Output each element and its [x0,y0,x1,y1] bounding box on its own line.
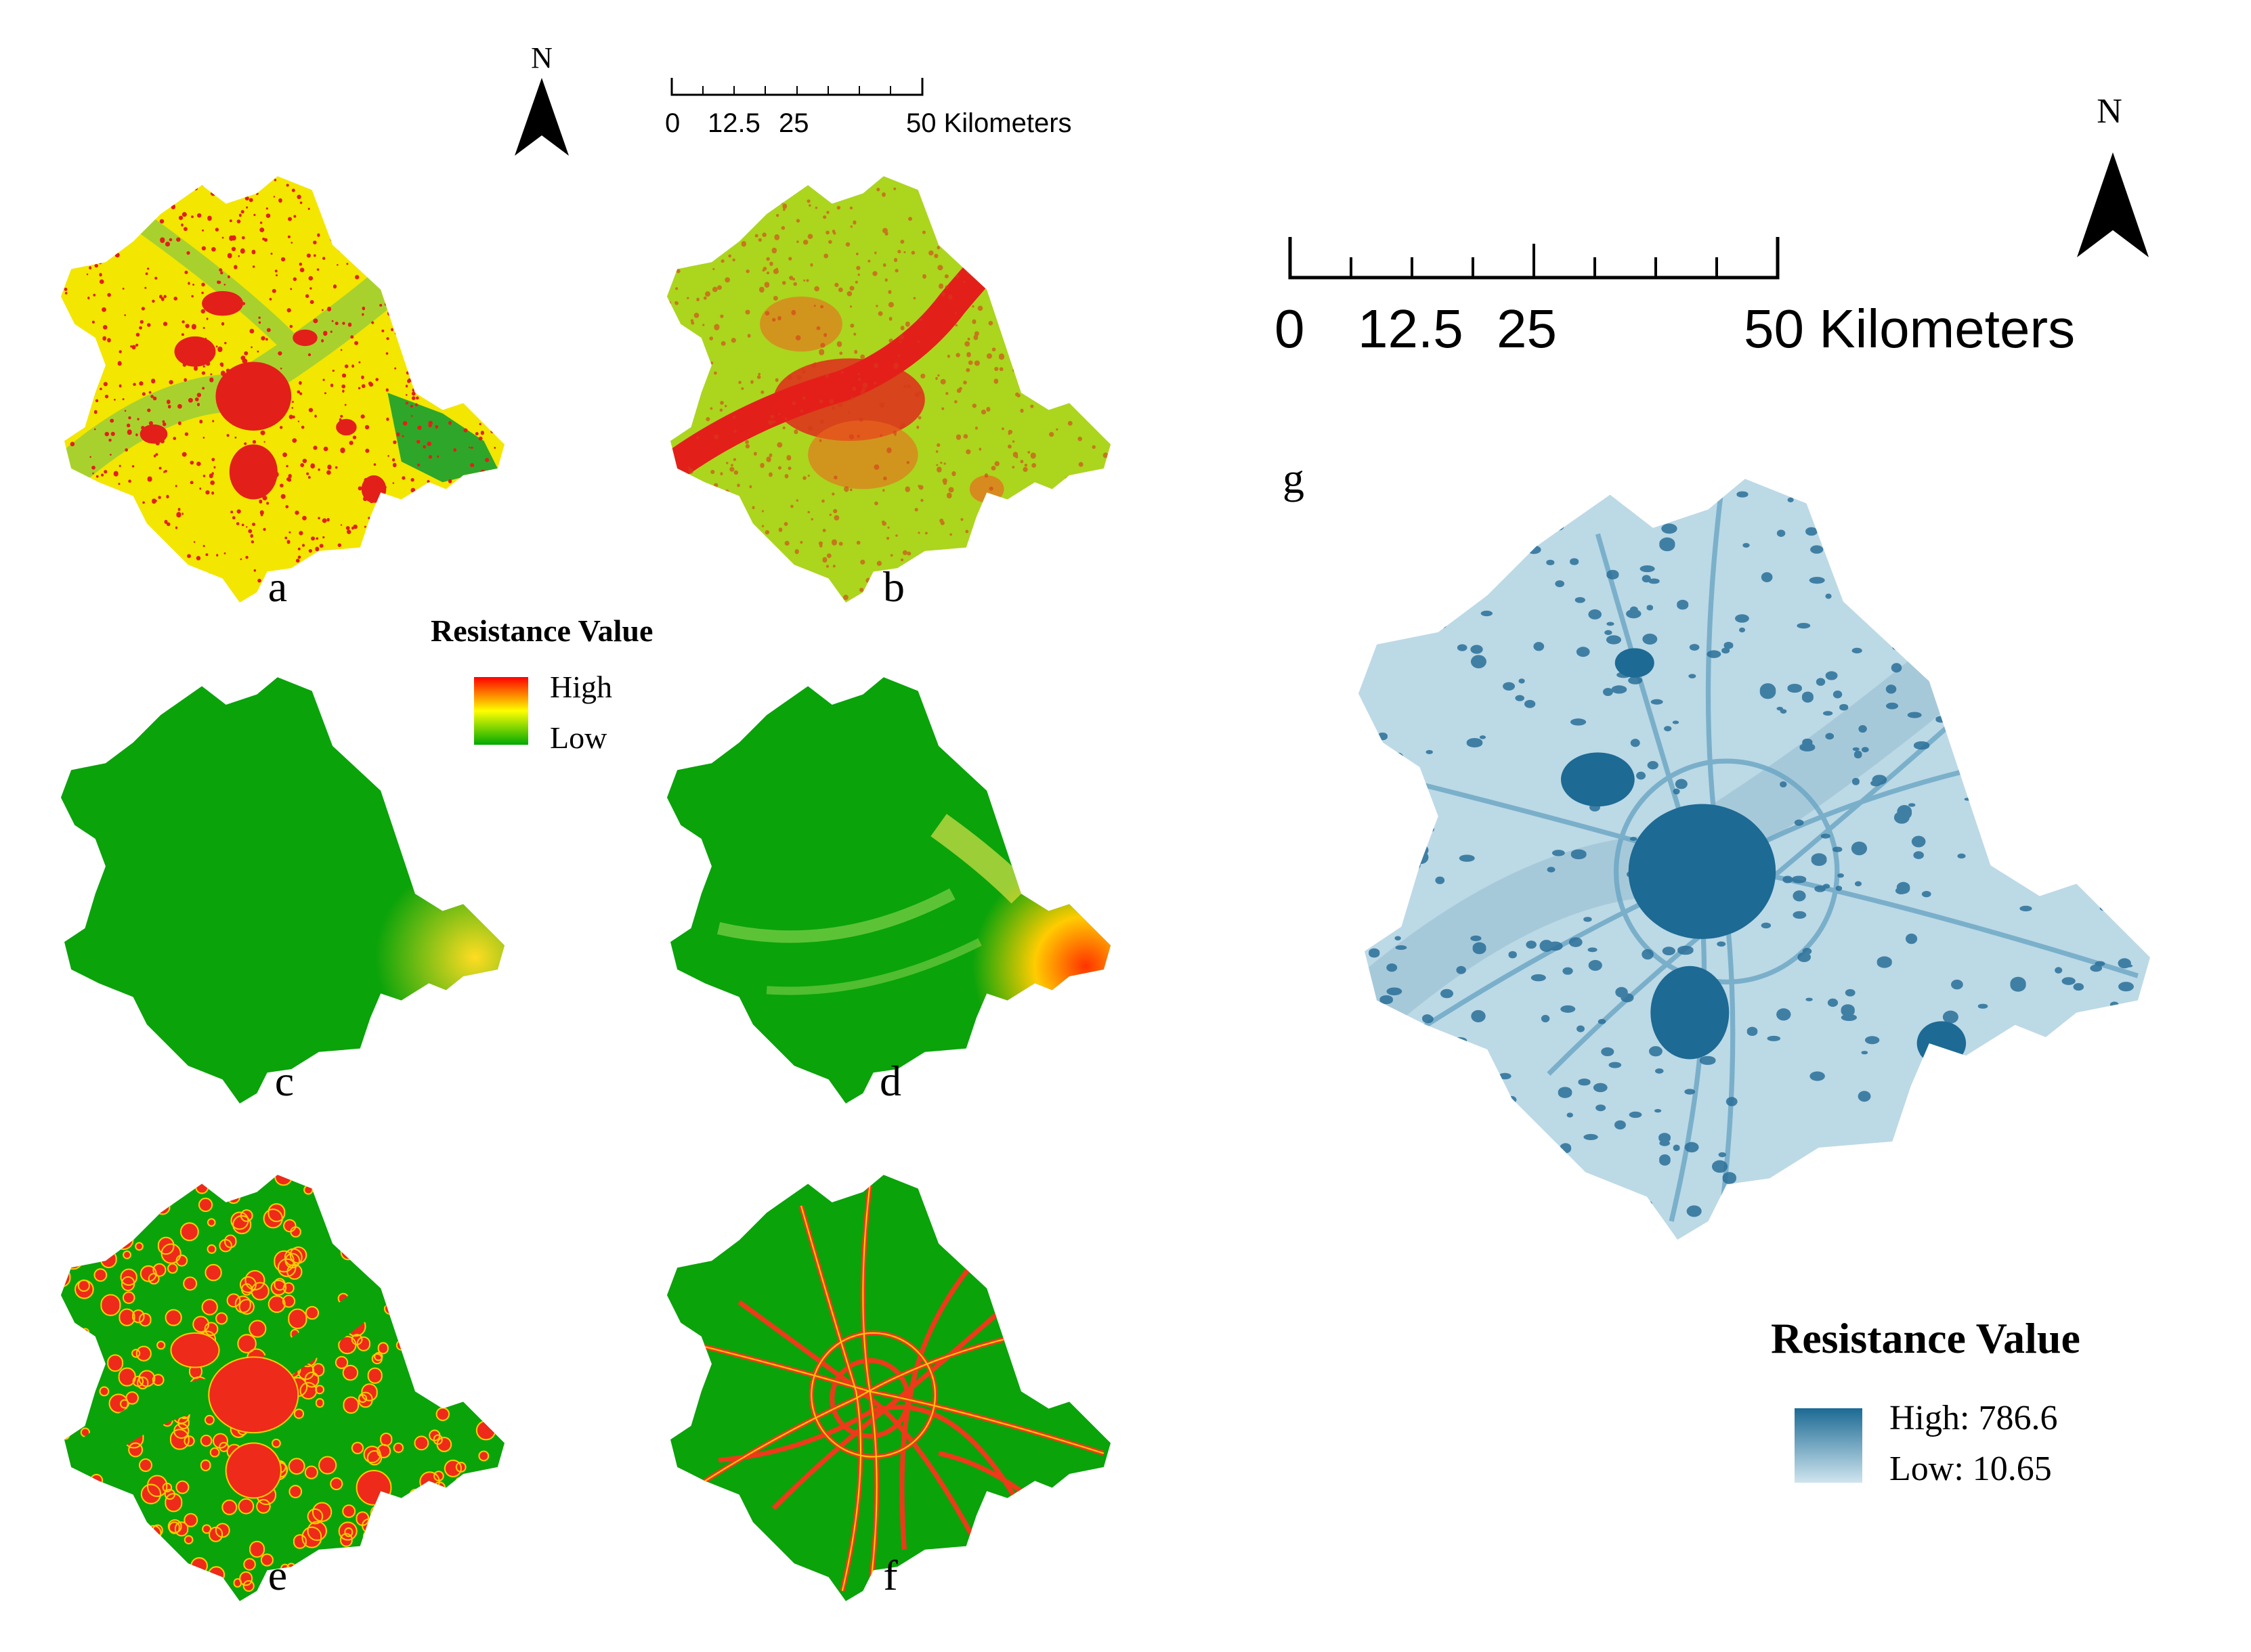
panel-label-e: e [267,1551,288,1599]
north-label-small: N [531,41,553,74]
map-panel-b [666,176,1111,603]
map-panel-d [666,677,1111,1104]
panel-label-b: b [883,563,905,611]
north-arrow-large-icon [2077,152,2149,257]
scale-tick-12-5-large: 12.5 [1358,299,1463,359]
panel-label-d: d [880,1057,901,1105]
scale-tick-25-large: 25 [1497,299,1557,359]
legend-ramp-large [1795,1408,1862,1483]
scale-tick-0-large: 0 [1274,299,1305,359]
legend-low-large: Low: 10.65 [1889,1450,2052,1488]
scale-tick-25-small: 25 [779,108,809,138]
scale-bar-large [1288,237,1780,280]
scale-tick-12-5-small: 12.5 [708,108,760,138]
legend-high-large: High: 786.6 [1889,1399,2058,1437]
map-panel-g [1358,479,2150,1240]
scale-end-label-large: 50 Kilometers [1744,299,2076,359]
map-panel-f [666,1175,1111,1601]
panel-label-f: f [883,1551,898,1599]
map-panel-e [60,1175,505,1601]
scale-tick-0-small: 0 [665,108,681,138]
scale-end-label-small: 50 Kilometers [906,108,1072,138]
legend-low-small: Low [550,720,607,755]
north-arrow-small-icon [515,78,569,156]
map-panel-a [60,176,505,603]
legend-title-large: Resistance Value [1771,1314,2080,1362]
panel-label-c: c [274,1057,295,1105]
panel-label-g: g [1283,454,1304,502]
legend-high-small: High [550,670,612,704]
map-panel-c [60,677,505,1104]
legend-title-small: Resistance Value [431,613,653,648]
legend-ramp-small [474,677,528,745]
scale-bar-small [670,78,924,96]
north-label-large: N [2097,92,2122,131]
panel-label-a: a [267,563,288,611]
